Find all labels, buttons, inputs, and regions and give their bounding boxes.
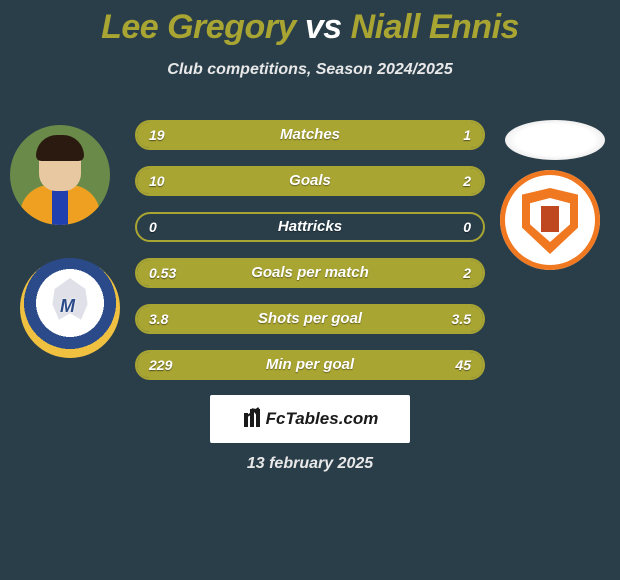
subtitle: Club competitions, Season 2024/2025 <box>0 61 620 79</box>
stat-label: Hattricks <box>137 214 483 240</box>
stat-label: Goals per match <box>137 260 483 286</box>
brand-text: FcTables.com <box>266 409 379 429</box>
stat-row: 0Hattricks0 <box>135 212 485 242</box>
stat-value-right: 2 <box>463 168 471 194</box>
stat-label: Min per goal <box>137 352 483 378</box>
club-badge-left-letter: M <box>60 296 75 317</box>
stat-row: 0.53Goals per match2 <box>135 258 485 288</box>
stat-value-right: 0 <box>463 214 471 240</box>
stat-label: Goals <box>137 168 483 194</box>
player2-photo <box>505 120 605 160</box>
chart-icon <box>242 409 262 429</box>
stat-label: Matches <box>137 122 483 148</box>
stat-value-right: 2 <box>463 260 471 286</box>
stat-row: 3.8Shots per goal3.5 <box>135 304 485 334</box>
title-player2: Niall Ennis <box>351 8 519 46</box>
page-title: Lee Gregory vs Niall Ennis <box>0 0 620 47</box>
date-text: 13 february 2025 <box>0 455 620 473</box>
stat-row: 229Min per goal45 <box>135 350 485 380</box>
stat-value-right: 3.5 <box>452 306 471 332</box>
stat-row: 19Matches1 <box>135 120 485 150</box>
stat-row: 10Goals2 <box>135 166 485 196</box>
club-badge-right <box>500 170 600 270</box>
player1-photo <box>10 125 110 225</box>
title-vs: vs <box>305 8 342 46</box>
stat-value-right: 45 <box>455 352 471 378</box>
stat-value-right: 1 <box>463 122 471 148</box>
title-player1: Lee Gregory <box>101 8 296 46</box>
stat-label: Shots per goal <box>137 306 483 332</box>
brand-panel: FcTables.com <box>210 395 410 443</box>
stats-area: 19Matches110Goals20Hattricks00.53Goals p… <box>135 120 485 396</box>
